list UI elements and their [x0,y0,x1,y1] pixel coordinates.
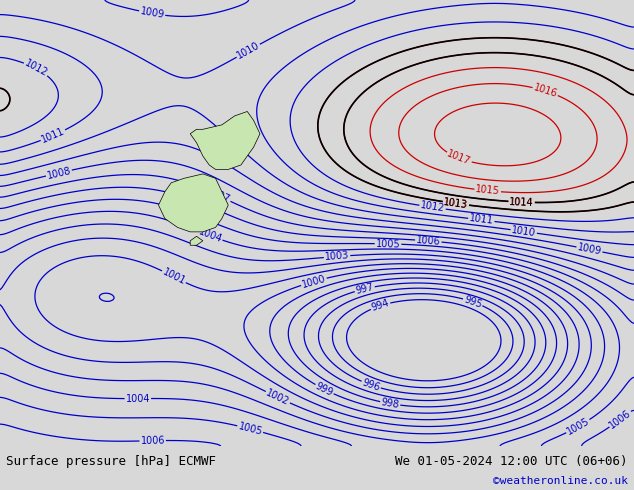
Text: 1006: 1006 [140,436,165,446]
Text: 1015: 1015 [475,185,500,197]
Text: 994: 994 [370,298,391,313]
Text: 1013: 1013 [443,197,469,210]
Text: 1007: 1007 [205,186,231,205]
Text: 1016: 1016 [532,82,559,99]
Text: 1003: 1003 [325,250,349,263]
Text: 1004: 1004 [197,227,223,245]
Text: 1010: 1010 [511,225,536,238]
Text: 999: 999 [314,381,335,398]
Text: 1004: 1004 [126,393,150,404]
Text: 1009: 1009 [139,6,165,21]
Text: 1000: 1000 [301,273,327,290]
Text: 1002: 1002 [264,388,291,407]
Text: 1005: 1005 [565,416,592,437]
Text: 996: 996 [361,377,382,392]
Text: 1005: 1005 [237,421,263,437]
Text: 1012: 1012 [420,200,446,214]
Text: 1009: 1009 [576,242,602,257]
Text: ©weatheronline.co.uk: ©weatheronline.co.uk [493,476,628,486]
Text: 1001: 1001 [160,267,187,287]
Text: 997: 997 [354,282,375,296]
Text: 1012: 1012 [23,58,49,79]
Polygon shape [158,174,228,232]
Text: 1014: 1014 [509,196,534,208]
Text: 1017: 1017 [446,149,472,167]
Text: Surface pressure [hPa] ECMWF: Surface pressure [hPa] ECMWF [6,455,216,468]
Text: 1011: 1011 [469,214,494,226]
Polygon shape [190,236,203,245]
Text: 1006: 1006 [607,408,633,430]
Text: 995: 995 [462,294,483,310]
Polygon shape [190,112,260,170]
Text: 1005: 1005 [375,239,401,249]
Text: 1008: 1008 [46,166,72,181]
Text: We 01-05-2024 12:00 UTC (06+06): We 01-05-2024 12:00 UTC (06+06) [395,455,628,468]
Text: 1006: 1006 [416,235,441,247]
Text: 1010: 1010 [235,40,261,61]
Text: 1013: 1013 [443,197,469,210]
Text: 998: 998 [380,397,400,410]
Text: 1014: 1014 [509,196,534,208]
Text: 1011: 1011 [40,126,66,145]
